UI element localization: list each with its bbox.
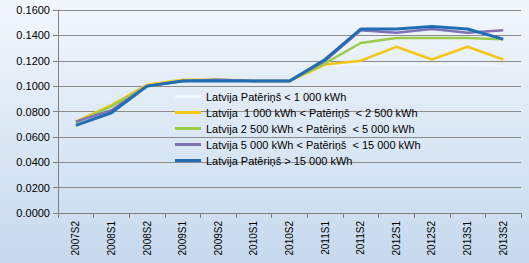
svg-text:2013S1: 2013S1 bbox=[462, 221, 473, 256]
svg-text:2009S1: 2009S1 bbox=[177, 221, 188, 256]
svg-text:2010S2: 2010S2 bbox=[284, 221, 295, 256]
svg-text:Latvija Patēriņš < 1 000 kWh: Latvija Patēriņš < 1 000 kWh bbox=[206, 91, 346, 103]
svg-text:2012S1: 2012S1 bbox=[391, 221, 402, 256]
svg-text:2012S2: 2012S2 bbox=[426, 221, 437, 256]
svg-text:Latvija 2 500 kWh < Patēriņš: Latvija 2 500 kWh < Patēriņš < 5 000 kWh bbox=[206, 123, 415, 135]
svg-text:0.1400: 0.1400 bbox=[16, 29, 50, 41]
svg-text:2009S2: 2009S2 bbox=[213, 221, 224, 256]
svg-text:Latvija 1 000 kWh < Patēriņš: Latvija 1 000 kWh < Patēriņš < 2 500 kWh bbox=[206, 107, 418, 119]
svg-text:Latvija 5 000 kWh < Patēriņš: Latvija 5 000 kWh < Patēriņš < 15 000 kW… bbox=[206, 139, 421, 151]
svg-text:0.1200: 0.1200 bbox=[16, 55, 50, 67]
svg-text:0.0600: 0.0600 bbox=[16, 131, 50, 143]
svg-text:0.0000: 0.0000 bbox=[16, 207, 50, 219]
svg-text:2008S1: 2008S1 bbox=[106, 221, 117, 256]
svg-text:2008S2: 2008S2 bbox=[142, 221, 153, 256]
svg-text:Latvija Patēriņš > 15 000 kWh: Latvija Patēriņš > 15 000 kWh bbox=[206, 155, 352, 167]
svg-text:2010S1: 2010S1 bbox=[248, 221, 259, 256]
svg-text:0.1600: 0.1600 bbox=[16, 4, 50, 16]
svg-text:2007S2: 2007S2 bbox=[70, 221, 81, 256]
svg-text:2011S1: 2011S1 bbox=[320, 221, 331, 255]
svg-text:0.0800: 0.0800 bbox=[16, 106, 50, 118]
svg-text:2013S2: 2013S2 bbox=[498, 221, 509, 256]
svg-text:0.1000: 0.1000 bbox=[16, 80, 50, 92]
svg-text:0.0200: 0.0200 bbox=[16, 182, 50, 194]
svg-text:2011S2: 2011S2 bbox=[355, 221, 366, 255]
svg-text:0.0400: 0.0400 bbox=[16, 156, 50, 168]
